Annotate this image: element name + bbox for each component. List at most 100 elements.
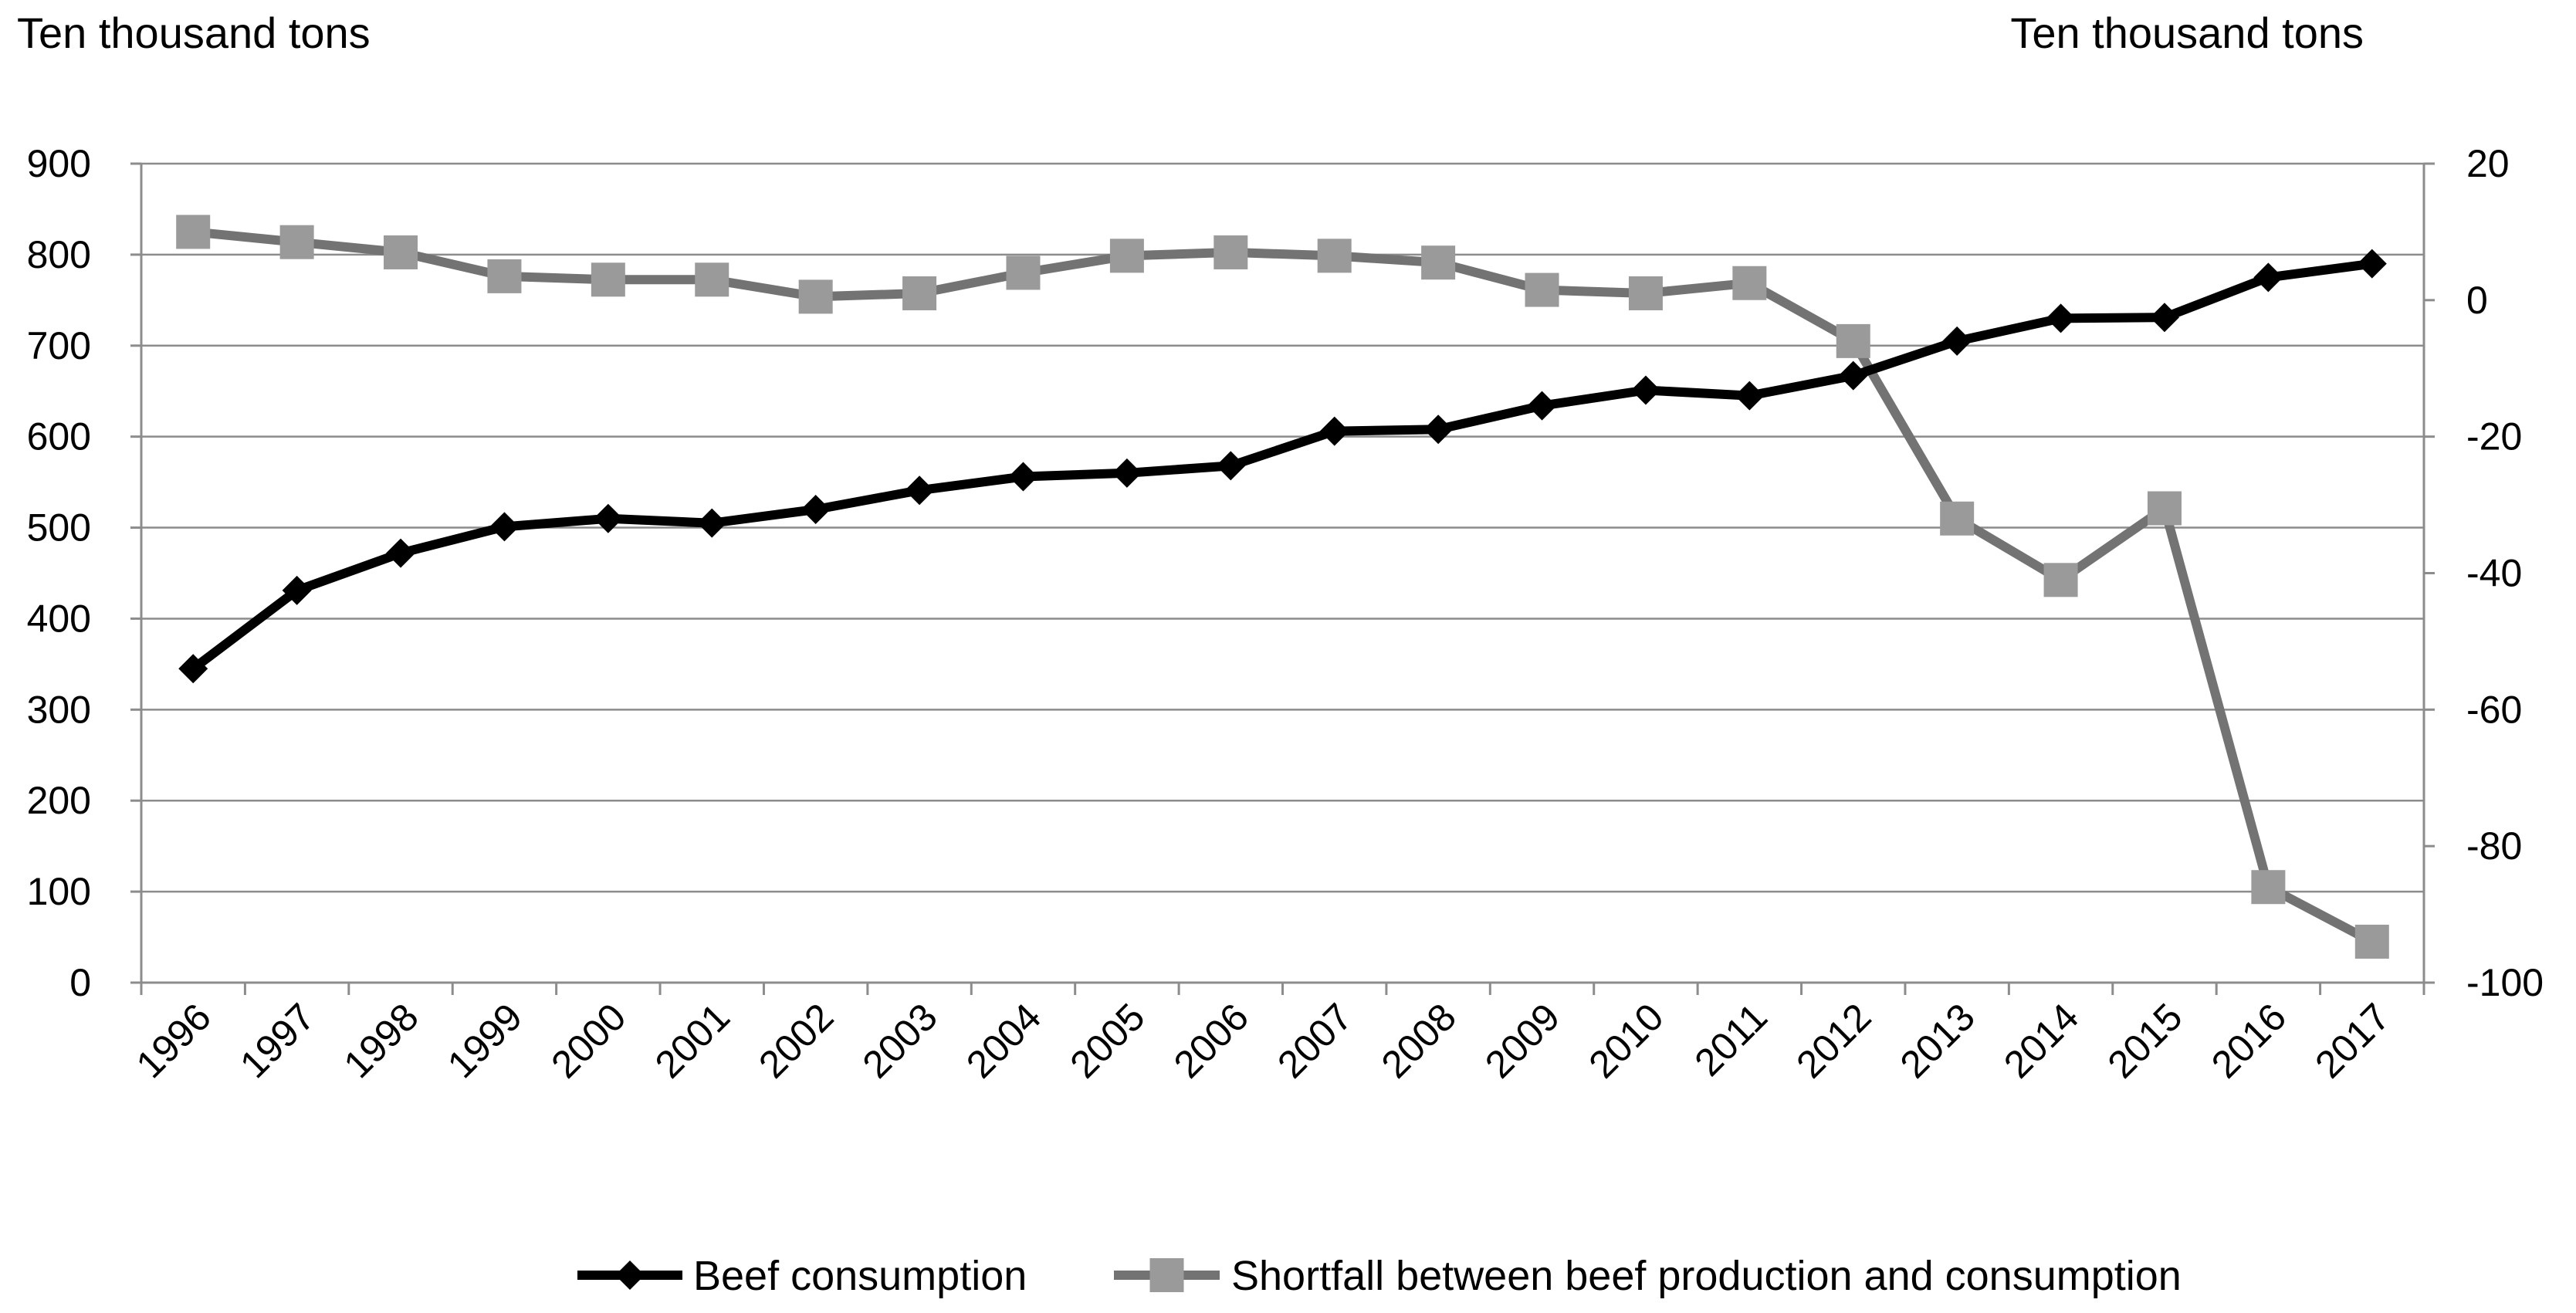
legend-item: Beef consumption [577, 1253, 1027, 1299]
data-point [801, 494, 831, 524]
data-point [905, 475, 935, 506]
data-point [2357, 249, 2387, 279]
data-point [2253, 262, 2283, 293]
data-point [1109, 239, 1144, 273]
series-1 [176, 215, 2389, 959]
x-tick-label: 2001 [647, 995, 738, 1086]
legend-item: Shortfall between beef production and co… [1114, 1253, 2182, 1299]
right-axis-ticks: -100 -80 -60 -40 -20 0 20 [2466, 142, 2544, 1004]
left-axis-title: Ten thousand tons [17, 8, 371, 57]
data-point [1628, 276, 1663, 310]
x-tick-label: 2000 [543, 995, 634, 1086]
x-tick-label: 2016 [2203, 995, 2294, 1086]
data-point [1216, 451, 1246, 481]
x-tick-label: 2011 [1686, 995, 1775, 1085]
data-point [1940, 501, 1975, 536]
left-tick-label: 800 [27, 233, 91, 276]
legend-label: Shortfall between beef production and co… [1231, 1253, 2182, 1299]
data-point [695, 262, 729, 297]
data-point [697, 508, 727, 538]
x-tick-label: 1998 [336, 995, 427, 1086]
data-point [2149, 303, 2179, 333]
legend-swatch-marker [1149, 1258, 1184, 1292]
data-point [178, 654, 208, 684]
left-tick-label: 500 [27, 506, 91, 550]
data-point [2046, 303, 2076, 333]
data-point [282, 575, 312, 605]
data-point [487, 259, 522, 293]
x-tick-label: 2013 [1892, 995, 1983, 1086]
data-point [2147, 491, 2182, 526]
data-point [386, 538, 416, 568]
x-tick-label: 2017 [2307, 995, 2398, 1086]
data-point [1836, 323, 1870, 358]
data-point [2251, 870, 2286, 905]
legend: Beef consumption Shortfall between beef p… [577, 1253, 2182, 1299]
data-point [1006, 255, 1041, 290]
data-point [176, 215, 211, 249]
data-point [591, 262, 625, 297]
right-tick-label: -20 [2466, 415, 2522, 459]
x-tick-label: 1996 [128, 995, 219, 1086]
data-point [1735, 381, 1765, 411]
data-point [1942, 326, 1972, 356]
series-line [190, 259, 2373, 673]
x-tick-label: 2007 [1269, 995, 1360, 1086]
data-point [1112, 458, 1142, 488]
right-tick-label: -100 [2466, 961, 2544, 1004]
left-tick-label: 200 [27, 779, 91, 822]
x-tick-label: 2005 [1061, 995, 1153, 1086]
data-point [1317, 239, 1352, 273]
data-point [1732, 266, 1767, 300]
right-tick-label: -60 [2466, 688, 2522, 731]
right-tick-label: 20 [2466, 142, 2510, 185]
x-tick-label: 1999 [439, 995, 530, 1086]
left-tick-label: 100 [27, 870, 91, 913]
x-tick-label: 2009 [1477, 995, 1568, 1086]
data-point [1008, 462, 1038, 492]
data-point [384, 235, 418, 269]
data-point [798, 279, 833, 314]
left-tick-label: 400 [27, 597, 91, 640]
data-point [1527, 391, 1557, 421]
series-layer [176, 215, 2389, 959]
x-tick-label: 2002 [750, 995, 841, 1086]
data-point [593, 503, 623, 533]
right-tick-label: -40 [2466, 552, 2522, 595]
data-point [2354, 924, 2389, 959]
data-point [1630, 375, 1660, 405]
left-tick-label: 900 [27, 142, 91, 185]
left-axis-ticks: 0 100 200 300 400 500 600 700 800 900 [27, 142, 91, 1004]
data-point [1421, 245, 1456, 280]
data-point [489, 512, 520, 542]
data-point [1214, 235, 1248, 269]
left-tick-label: 700 [27, 324, 91, 367]
x-tick-label: 2006 [1166, 995, 1257, 1086]
x-tick-label: 2015 [2100, 995, 2191, 1086]
x-tick-label: 2004 [958, 995, 1049, 1086]
data-point [1838, 360, 1868, 391]
data-point [902, 276, 937, 310]
x-tick-label: 2010 [1580, 995, 1671, 1086]
x-tick-label: 1997 [232, 995, 323, 1086]
left-tick-label: 300 [27, 688, 91, 731]
data-point [279, 225, 314, 259]
right-tick-label: 0 [2466, 279, 2488, 322]
right-tick-label: -80 [2466, 824, 2522, 868]
x-tick-label: 2003 [855, 995, 946, 1086]
right-axis-title: Ten thousand tons [2010, 8, 2364, 57]
series-line [192, 227, 2375, 946]
data-point [1525, 272, 1559, 307]
x-tick-label: 2008 [1373, 995, 1464, 1086]
legend-label: Beef consumption [693, 1253, 1027, 1299]
data-point [1319, 416, 1349, 446]
axes [130, 162, 2435, 995]
legend-swatch-marker [615, 1261, 645, 1290]
data-point [2043, 563, 2078, 597]
data-point [1423, 415, 1454, 445]
x-tick-label: 2014 [1995, 995, 2087, 1086]
left-tick-label: 600 [27, 415, 91, 459]
x-tick-label: 2012 [1788, 995, 1879, 1086]
left-tick-label: 0 [69, 961, 91, 1004]
